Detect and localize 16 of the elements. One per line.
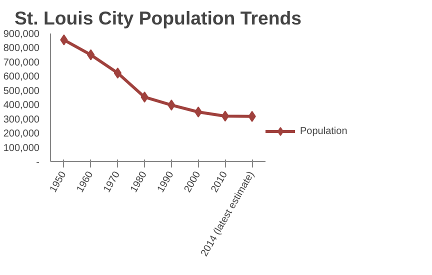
y-tick-label: 500,000 bbox=[3, 86, 40, 97]
legend-label: Population bbox=[300, 126, 348, 136]
y-tick-label: 600,000 bbox=[3, 72, 40, 83]
y-tick-label: 900,000 bbox=[3, 29, 40, 40]
y-tick-label: 400,000 bbox=[3, 100, 40, 112]
point bbox=[221, 110, 230, 122]
y-tick-label: 100,000 bbox=[3, 142, 40, 154]
point bbox=[86, 49, 95, 60]
y-tick-label: 700,000 bbox=[3, 57, 40, 68]
y-tick-label: 300,000 bbox=[3, 114, 40, 126]
point bbox=[114, 68, 122, 79]
y-tick-label: - bbox=[36, 157, 40, 168]
point bbox=[194, 106, 202, 118]
y-tick-label: 200,000 bbox=[3, 128, 40, 140]
y-tick-label: 800,000 bbox=[3, 43, 40, 54]
chart-title: St. Louis City Population Trends bbox=[14, 8, 302, 28]
